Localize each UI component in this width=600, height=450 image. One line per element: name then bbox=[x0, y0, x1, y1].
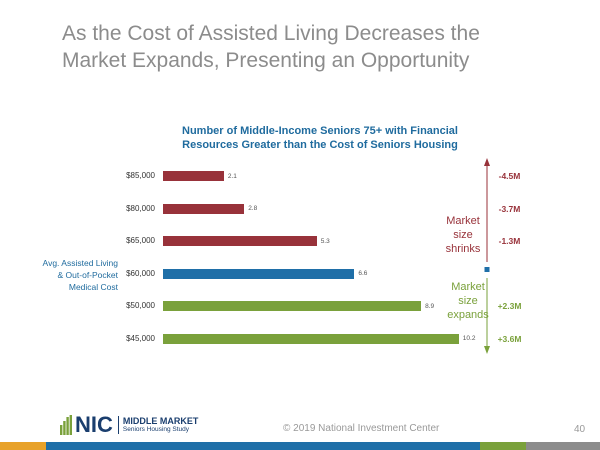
change-label: -3.7M bbox=[498, 203, 521, 214]
chart-title: Number of Middle-Income Seniors 75+ with… bbox=[150, 124, 490, 152]
bar bbox=[163, 301, 422, 311]
nic-logo-text: NIC bbox=[75, 412, 113, 437]
strip-segment-orange bbox=[0, 442, 46, 450]
slide-title-line2: Market Expands, Presenting an Opportunit… bbox=[62, 49, 470, 72]
shrink-line1: Market bbox=[446, 215, 480, 227]
value-label: 6.6 bbox=[358, 270, 368, 277]
chart-title-line2: Resources Greater than the Cost of Senio… bbox=[182, 139, 458, 151]
change-label: -4.5M bbox=[498, 171, 521, 181]
bar bbox=[163, 236, 317, 246]
value-label: 2.1 bbox=[227, 172, 237, 180]
market-shrinks-label: Market size shrinks bbox=[433, 214, 493, 256]
category-label: $45,000 bbox=[126, 333, 155, 343]
category-label: $50,000 bbox=[126, 301, 155, 310]
bar bbox=[163, 171, 224, 181]
logo-line1: MIDDLE MARKET bbox=[122, 416, 199, 426]
strip-segment-blue bbox=[46, 442, 480, 450]
bar bbox=[163, 333, 459, 344]
logo-subtitle: MIDDLE MARKET Seniors Housing Study bbox=[117, 416, 199, 434]
change-label: -1.3M bbox=[498, 236, 521, 246]
logo-line2: Seniors Housing Study bbox=[122, 426, 190, 433]
shrink-line2: size bbox=[453, 229, 473, 241]
slide-title-line1: As the Cost of Assisted Living Decreases… bbox=[62, 22, 480, 45]
bar bbox=[163, 203, 245, 214]
avg-cost-line1: Avg. Assisted Living bbox=[42, 258, 118, 268]
change-label: +2.3M bbox=[497, 301, 522, 311]
value-label: 10.2 bbox=[462, 335, 476, 342]
avg-cost-line3: Medical Cost bbox=[68, 282, 118, 292]
category-label: $60,000 bbox=[126, 268, 155, 278]
copyright: © 2019 National Investment Center bbox=[283, 423, 440, 434]
category-label: $65,000 bbox=[126, 236, 155, 245]
page-number: 40 bbox=[574, 424, 586, 435]
category-label: $80,000 bbox=[126, 203, 155, 213]
bar bbox=[163, 268, 355, 279]
value-label: 2.8 bbox=[248, 205, 258, 212]
strip-segment-gray bbox=[526, 442, 600, 450]
category-label: $85,000 bbox=[126, 171, 155, 180]
value-label: 5.3 bbox=[320, 237, 330, 245]
change-label: +3.6M bbox=[497, 333, 522, 344]
nic-logo: NIC MIDDLE MARKET Seniors Housing Study bbox=[60, 412, 198, 438]
bottom-color-strip bbox=[0, 442, 600, 450]
chart-title-line1: Number of Middle-Income Seniors 75+ with… bbox=[182, 125, 458, 137]
avg-cost-line2: & Out-of-Pocket bbox=[57, 270, 118, 280]
slide-title: As the Cost of Assisted Living Decreases… bbox=[62, 20, 562, 74]
value-label: 8.9 bbox=[425, 302, 435, 310]
avg-cost-annotation: Avg. Assisted Living & Out-of-Pocket Med… bbox=[18, 257, 118, 293]
strip-segment-green bbox=[480, 442, 526, 450]
expand-line1: Market bbox=[451, 281, 485, 293]
nic-logo-mark-icon bbox=[60, 415, 72, 435]
expand-line3: expands bbox=[447, 309, 489, 321]
market-expands-label: Market size expands bbox=[438, 280, 498, 322]
expand-line2: size bbox=[458, 295, 478, 307]
shrink-line3: shrinks bbox=[445, 243, 481, 255]
